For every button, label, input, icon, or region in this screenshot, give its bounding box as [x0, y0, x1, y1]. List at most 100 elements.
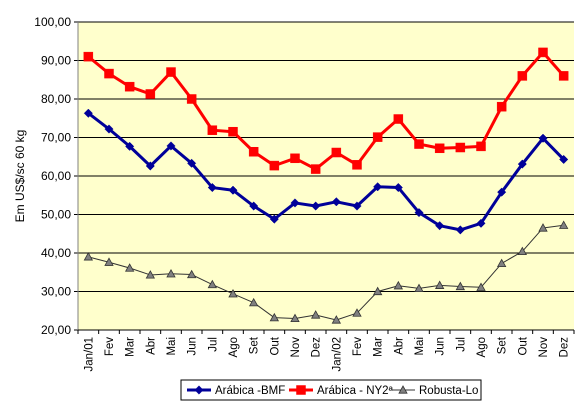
y-tick-label: 20,00 — [41, 323, 71, 337]
legend-marker — [398, 385, 408, 394]
x-tick-label: Jul — [207, 337, 219, 352]
y-tick-label: 30,00 — [41, 285, 71, 299]
legend-marker — [194, 385, 204, 395]
data-point — [352, 160, 362, 170]
data-point — [269, 312, 280, 322]
x-tick-label: Fev — [352, 337, 364, 356]
x-tick-label: Fev — [104, 337, 116, 356]
data-point — [331, 147, 342, 158]
series-line — [88, 224, 564, 321]
data-point — [558, 71, 569, 81]
data-point — [124, 263, 135, 272]
data-point — [517, 246, 528, 256]
data-point — [166, 141, 176, 151]
series-line — [87, 112, 565, 232]
y-tick-label: 50,00 — [41, 208, 71, 222]
x-tick-label: Nov — [538, 337, 550, 358]
legend-label: Arábica -BMF — [215, 385, 285, 397]
data-point — [124, 81, 135, 92]
data-point — [435, 221, 445, 231]
x-tick-label: Jun — [435, 337, 447, 356]
data-point — [455, 142, 466, 153]
legend-item: Arábica -BMF — [187, 385, 285, 397]
data-point — [269, 160, 280, 171]
x-tick-label: Ago — [228, 337, 240, 357]
y-axis-title: Em US$/sc 60 kg — [13, 130, 27, 223]
data-point — [207, 182, 217, 193]
data-point — [290, 153, 300, 164]
x-tick-label: Abr — [393, 337, 405, 355]
data-point — [249, 201, 259, 211]
data-point — [558, 220, 569, 229]
data-point — [496, 258, 507, 267]
x-tick-label: Mar — [373, 337, 385, 357]
axes — [77, 22, 575, 334]
data-point — [372, 286, 383, 296]
x-tick-label: Abr — [145, 337, 157, 355]
x-tick-label: Set — [249, 336, 261, 354]
x-tick-label: Dez — [559, 337, 571, 358]
data-point — [434, 143, 445, 154]
data-point — [104, 257, 114, 266]
x-tick-label: Jan/01 — [83, 337, 95, 372]
data-point — [145, 270, 156, 279]
x-tick-label: Jun — [187, 337, 199, 356]
data-point — [166, 67, 176, 77]
data-point — [248, 146, 259, 157]
data-point — [186, 269, 197, 279]
y-axis-tick-labels: 20,00 30,00 40,00 50,00 60,00 70,00 80,00 90,00… — [34, 15, 71, 337]
data-point — [83, 108, 93, 118]
data-point — [372, 132, 383, 142]
x-tick-label: Mai — [166, 337, 178, 356]
data-point — [125, 141, 135, 151]
data-point — [538, 223, 548, 232]
data-point — [414, 139, 424, 149]
series-triangle — [83, 220, 569, 324]
series-square — [83, 47, 569, 174]
x-tick-label: Mai — [414, 337, 426, 356]
y-tick-label: 90,00 — [41, 54, 71, 68]
y-tick-label: 60,00 — [41, 169, 71, 183]
data-point — [476, 218, 486, 228]
y-tick-label: 40,00 — [41, 246, 71, 260]
data-point — [166, 268, 176, 278]
x-tick-label: Dez — [311, 337, 323, 358]
data-point — [352, 201, 362, 211]
data-point — [331, 315, 342, 324]
data-point — [476, 141, 486, 152]
x-tick-label: Jul — [455, 337, 467, 352]
legend-marker — [296, 385, 306, 395]
y-tick-label: 70,00 — [41, 131, 71, 145]
data-point — [414, 283, 424, 293]
data-point — [455, 225, 465, 235]
y-tick-label: 100,00 — [34, 15, 71, 29]
x-tick-label: Jan/02 — [331, 337, 343, 372]
data-point — [538, 133, 548, 143]
data-point — [145, 89, 156, 99]
data-point — [186, 94, 197, 104]
legend-item: Arábica - NY2ª — [289, 385, 394, 397]
data-point — [311, 201, 321, 211]
data-point — [207, 279, 218, 289]
data-point — [352, 308, 362, 317]
series-diamond — [83, 108, 569, 235]
data-point — [207, 125, 218, 135]
data-point — [248, 297, 259, 307]
x-tick-label: Out — [517, 336, 529, 355]
x-tick-label: Set — [497, 336, 509, 354]
legend-label: Arábica - NY2ª — [317, 385, 394, 397]
data-point — [290, 198, 300, 208]
data-point — [83, 51, 94, 62]
data-point — [393, 114, 404, 124]
legend: Arábica -BMF Arábica - NY2ª Robusta-Lo — [180, 379, 482, 401]
data-point — [373, 182, 383, 192]
legend-item: Robusta-Lo — [391, 385, 478, 397]
y-tick-label: 80,00 — [41, 92, 71, 106]
x-tick-label: Out — [269, 336, 281, 355]
data-point — [104, 68, 114, 79]
x-axis-tick-labels: Jan/01 Fev Mar Abr Mai Jun Jul Ago Set Out Nov Dez J… — [83, 336, 570, 371]
data-point — [393, 182, 403, 193]
data-point — [538, 47, 548, 58]
